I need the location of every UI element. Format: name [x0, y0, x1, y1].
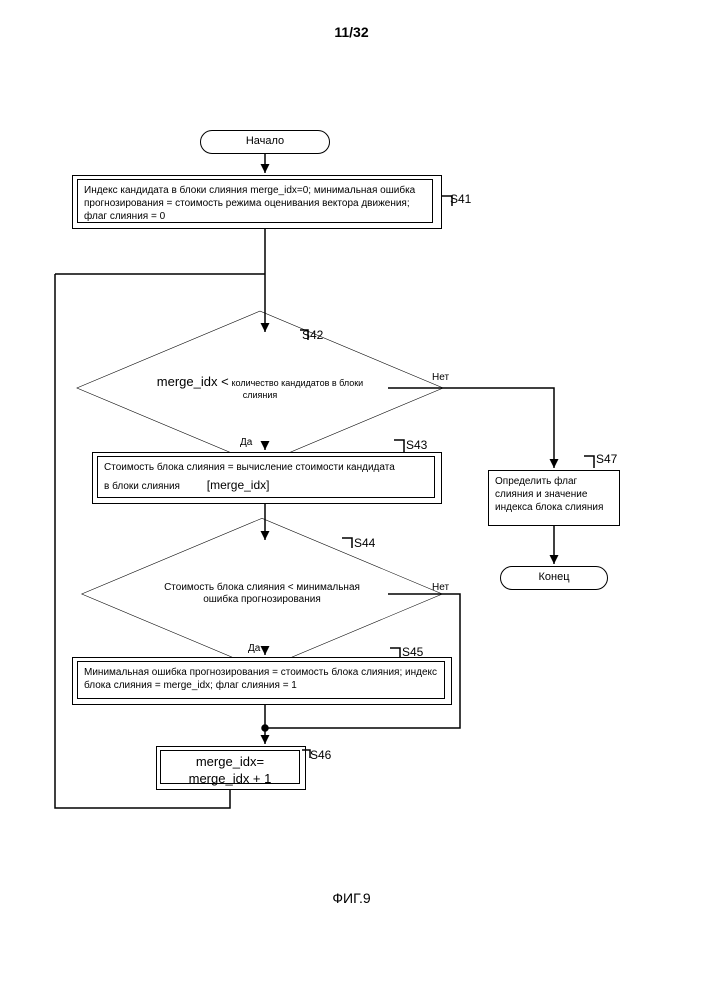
- edge-s42-yes: Да: [240, 437, 252, 448]
- terminal-end-label: Конец: [501, 567, 607, 588]
- step-s42-label: S42: [302, 328, 323, 342]
- step-s44-label: S44: [354, 536, 375, 550]
- terminal-end: Конец: [500, 566, 608, 590]
- figure-label: ФИГ.9: [0, 890, 703, 906]
- terminal-start: Начало: [200, 130, 330, 154]
- step-s45-text: Минимальная ошибка прогнозирования = сто…: [84, 667, 437, 691]
- step-s41-text: Индекс кандидата в блоки слияния merge_i…: [84, 185, 415, 222]
- step-s46-outer: merge_idx= merge_idx + 1: [156, 746, 306, 790]
- step-s43-label: S43: [406, 438, 427, 452]
- edge-s44-yes: Да: [248, 643, 260, 654]
- step-s47-label: S47: [596, 452, 617, 466]
- step-s41-outer: Индекс кандидата в блоки слияния merge_i…: [72, 175, 442, 229]
- terminal-start-label: Начало: [201, 131, 329, 152]
- step-s45-outer: Минимальная ошибка прогнозирования = сто…: [72, 657, 452, 705]
- step-s45: Минимальная ошибка прогнозирования = сто…: [77, 661, 445, 699]
- step-s46-label: S46: [310, 748, 331, 762]
- edge-s44-no: Нет: [432, 582, 449, 593]
- decision-s42-right: количество кандидатов в блоки слияния: [231, 378, 363, 400]
- step-s41-label: S41: [450, 192, 471, 206]
- step-s41: Индекс кандидата в блоки слияния merge_i…: [77, 179, 433, 223]
- edge-s42-no: Нет: [432, 372, 449, 383]
- step-s47: Определить флаг слияния и значение индек…: [488, 470, 620, 526]
- step-s46-text: merge_idx= merge_idx + 1: [189, 754, 272, 786]
- step-s45-label: S45: [402, 645, 423, 659]
- page-number: 11/32: [0, 24, 703, 40]
- decision-s42-left: merge_idx <: [157, 374, 229, 389]
- step-s47-text: Определить флаг слияния и значение индек…: [495, 476, 603, 513]
- step-s46: merge_idx= merge_idx + 1: [160, 750, 300, 784]
